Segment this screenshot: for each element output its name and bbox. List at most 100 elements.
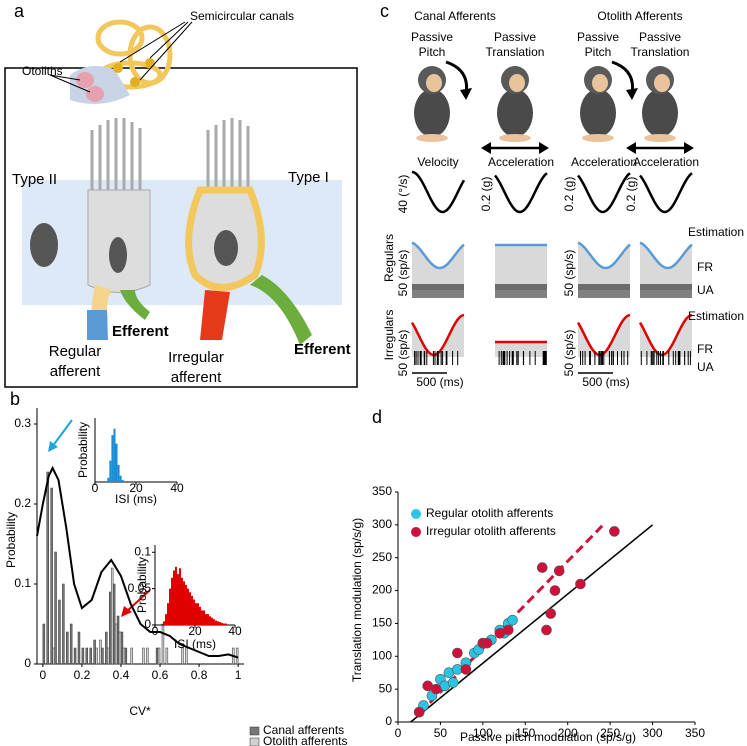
bar — [177, 574, 179, 625]
x-tick-label: 40 — [228, 624, 242, 638]
spikes — [495, 284, 547, 298]
trace-label: UA — [697, 283, 714, 297]
y-tick-label: 150 — [372, 616, 392, 630]
monkey-face — [654, 74, 670, 92]
rate-scale: 50 (sp/s) — [562, 250, 576, 297]
x-tick-label: 0.2 — [74, 668, 91, 682]
panel-letter: a — [14, 1, 25, 21]
pitch-arrow — [445, 60, 469, 95]
bar — [69, 623, 73, 665]
spikes — [412, 284, 464, 298]
bar — [215, 620, 217, 625]
panel-letter: d — [372, 407, 382, 427]
point — [481, 637, 493, 649]
label: Efferent — [294, 341, 351, 358]
stimulus-label: Acceleration — [488, 155, 554, 169]
y-tick-label: 300 — [372, 517, 392, 531]
bar — [101, 647, 104, 665]
monkey-feet — [644, 134, 676, 142]
bar — [185, 585, 187, 625]
bar — [115, 443, 118, 482]
x-axis-label: ISI (ms) — [174, 637, 216, 651]
x-tick-label: 20 — [188, 624, 202, 638]
bar — [195, 603, 197, 625]
bar — [54, 551, 57, 665]
stimulus-label: Velocity — [417, 155, 458, 169]
bar — [62, 583, 65, 665]
column-title: Passive — [639, 30, 681, 44]
column-title: Passive — [577, 30, 619, 44]
firing-rate — [640, 315, 692, 357]
point — [503, 624, 514, 636]
point — [553, 565, 565, 577]
spikes — [640, 351, 691, 365]
bar — [181, 647, 184, 665]
stimulus-trace — [411, 170, 466, 214]
firing-rate — [495, 245, 547, 290]
bar — [201, 610, 203, 625]
bar — [124, 647, 128, 665]
pitch-arrow — [611, 60, 635, 95]
x-tick-label: 0 — [40, 668, 47, 682]
label: Type II — [12, 171, 57, 188]
y-tick-label: 100 — [372, 648, 392, 662]
y-tick-label: 0.05 — [128, 581, 152, 595]
firing-rate — [412, 242, 464, 290]
bar — [93, 639, 96, 665]
bar — [197, 603, 199, 625]
stimulus-scale: 0.2 (g) — [479, 177, 493, 212]
bar — [118, 631, 122, 665]
point — [430, 683, 442, 695]
firing-rate — [495, 342, 547, 357]
x-tick-label: 0 — [152, 624, 159, 638]
bar — [213, 619, 215, 625]
bar — [205, 614, 207, 625]
row-label: Regulars — [382, 234, 396, 282]
x-tick-label: 0.6 — [152, 668, 169, 682]
point — [549, 585, 561, 596]
bar — [110, 567, 114, 665]
spikes — [640, 284, 692, 298]
bar — [167, 603, 169, 625]
bar — [109, 460, 112, 482]
trace-label: Estimation — [688, 309, 744, 323]
label: afferent — [50, 363, 101, 380]
estimation — [639, 241, 693, 270]
y-tick-label: 0.2 — [14, 496, 31, 510]
y-tick-label: 50 — [379, 681, 393, 695]
stimulus-trace — [639, 172, 693, 214]
stimulus-scale: 0.2 (g) — [624, 177, 638, 212]
column-title: Passive — [494, 30, 536, 44]
bar — [109, 591, 112, 665]
monkey-feet — [416, 134, 448, 142]
x-tick-label: 0 — [395, 726, 402, 740]
y-tick-label: 200 — [372, 583, 392, 597]
bar — [191, 595, 193, 625]
x-tick-label: 40 — [170, 481, 184, 495]
bar — [169, 588, 171, 625]
spikes — [578, 284, 630, 298]
x-axis-label: CV* — [129, 704, 151, 718]
x-tick-label: 350 — [685, 726, 705, 740]
y-axis-label: Probability — [76, 422, 90, 478]
y-tick-label: 0.1 — [14, 576, 31, 590]
bar — [165, 614, 167, 625]
x-tick-label: 100 — [473, 726, 493, 740]
y-tick-label: 0 — [24, 656, 31, 670]
bar — [120, 631, 124, 665]
x-tick-label: 0.8 — [191, 668, 208, 682]
bar — [175, 566, 177, 625]
legend-marker — [411, 509, 421, 519]
monkey-body — [642, 89, 678, 137]
point — [536, 562, 548, 573]
y-tick-label: 0 — [385, 714, 392, 728]
label: afferent — [171, 369, 222, 386]
panel-letter: b — [10, 389, 20, 409]
monkey-face — [426, 74, 442, 92]
legend-label: Otolith afferents — [263, 734, 348, 746]
bar — [211, 617, 213, 625]
bar — [77, 631, 81, 665]
trace-label: UA — [697, 360, 714, 374]
bar — [117, 464, 120, 482]
bar — [95, 647, 98, 665]
